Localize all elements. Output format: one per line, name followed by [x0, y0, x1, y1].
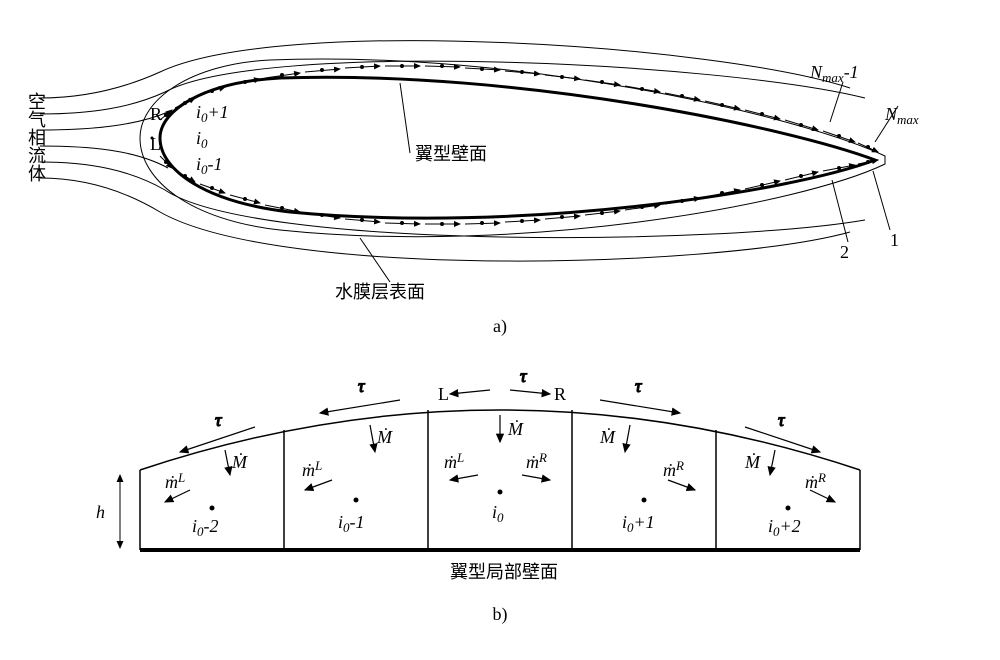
svg-text:空气相流体: 空气相流体 [28, 92, 46, 184]
svg-text:ṁR: ṁR [663, 458, 684, 480]
svg-text:Ṁ: Ṁ [376, 427, 393, 447]
label-1: 1 [890, 230, 899, 250]
caption-b: b) [493, 604, 508, 625]
leader-lines-a [360, 82, 898, 282]
svg-text:i0: i0 [196, 128, 208, 151]
svg-text:Nmax: Nmax [884, 104, 919, 127]
caption-a: a) [493, 316, 507, 337]
label-L: L [150, 134, 161, 154]
svg-text:Ṁ: Ṁ [231, 452, 248, 472]
svg-text:Ṁ: Ṁ [599, 427, 616, 447]
svg-text:i0: i0 [492, 502, 504, 525]
airfoil-wall [160, 77, 875, 218]
film-surface [140, 59, 885, 237]
labels-a: 空气相流体 R L i0+1 i0 i0-1 翼型壁面 水膜层表面 Nmax-1… [28, 62, 919, 302]
label-Rb: R [554, 384, 566, 404]
wall-label-b: 翼型局部壁面 [450, 562, 558, 582]
svg-text:τ: τ [520, 366, 527, 386]
diagram-a: 空气相流体 R L i0+1 i0 i0-1 翼型壁面 水膜层表面 Nmax-1… [20, 20, 980, 340]
diagram-b: h τ τ τ τ τ L R Ṁ ṁL i0-2 [20, 340, 980, 640]
svg-text:Nmax-1: Nmax-1 [809, 62, 859, 85]
svg-text:i0-2: i0-2 [192, 516, 219, 539]
svg-text:Ṁ: Ṁ [744, 452, 761, 472]
svg-text:ṁL: ṁL [302, 458, 322, 480]
airfoil-wall-label: 翼型壁面 [415, 144, 487, 164]
svg-text:i0-1: i0-1 [196, 154, 223, 177]
svg-text:i0+2: i0+2 [768, 516, 801, 539]
svg-text:ṁL: ṁL [444, 450, 464, 472]
svg-text:τ: τ [635, 376, 642, 396]
svg-text:τ: τ [215, 410, 222, 430]
svg-text:ṁL: ṁL [165, 470, 185, 492]
svg-text:i0+1: i0+1 [196, 102, 229, 125]
label-R: R [150, 104, 162, 124]
cells-content: Ṁ ṁL i0-2 Ṁ ṁL i0-1 Ṁ ṁL ṁR i0 [165, 415, 835, 539]
svg-text:i0+1: i0+1 [622, 512, 655, 535]
h-dim: h [96, 475, 120, 548]
svg-text:ṁR: ṁR [805, 470, 826, 492]
svg-text:ṁR: ṁR [526, 450, 547, 472]
label-2: 2 [840, 242, 849, 262]
svg-text:i0-1: i0-1 [338, 512, 365, 535]
svg-text:Ṁ: Ṁ [507, 419, 524, 439]
svg-text:τ: τ [778, 410, 785, 430]
svg-text:h: h [96, 502, 105, 522]
film-surface-label: 水膜层表面 [335, 282, 425, 302]
svg-text:τ: τ [358, 376, 365, 396]
label-Lb: L [438, 384, 449, 404]
